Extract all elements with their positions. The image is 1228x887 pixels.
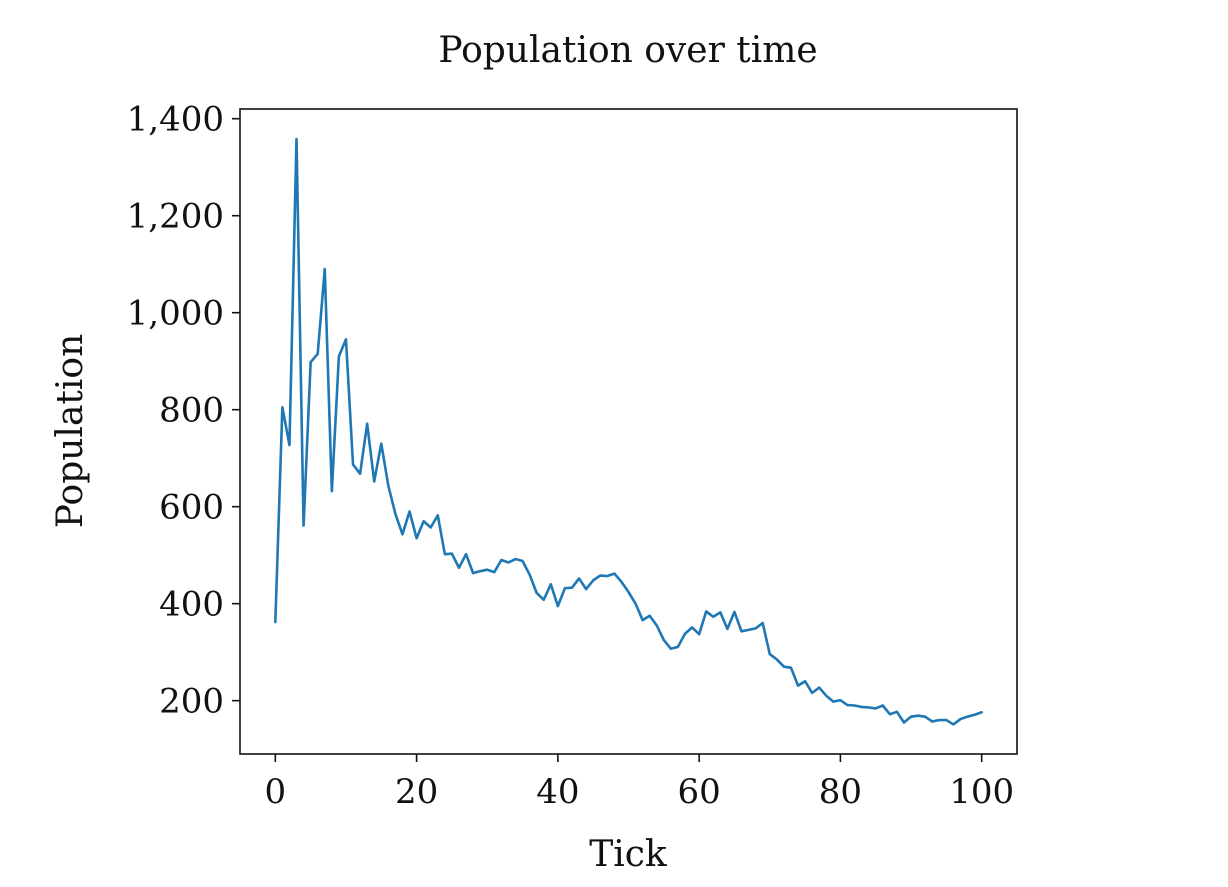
- x-tick-label: 80: [819, 772, 862, 812]
- y-tick-label: 1,000: [127, 294, 224, 334]
- x-tick-label: 100: [949, 772, 1014, 812]
- x-axis: 0 20 40 60 80 100: [264, 754, 1014, 812]
- y-tick-label: 400: [159, 585, 224, 625]
- y-tick-label: 1,200: [127, 197, 224, 237]
- y-tick-label: 1,400: [127, 100, 224, 140]
- x-axis-label: Tick: [589, 834, 668, 875]
- series-line: [274, 137, 983, 726]
- series-layer: [274, 137, 983, 726]
- y-axis: 200 400 600 800 1,000 1,200 1,400: [127, 100, 240, 722]
- y-axis-label: Population: [50, 334, 91, 528]
- x-tick-label: 40: [536, 772, 579, 812]
- y-tick-label: 200: [159, 682, 224, 722]
- y-tick-label: 800: [159, 391, 224, 431]
- x-tick-label: 0: [264, 772, 286, 812]
- x-tick-label: 60: [678, 772, 721, 812]
- chart-title: Population over time: [438, 30, 817, 71]
- plot-frame: [239, 108, 1018, 755]
- y-tick-label: 600: [159, 488, 224, 528]
- x-tick-label: 20: [395, 772, 438, 812]
